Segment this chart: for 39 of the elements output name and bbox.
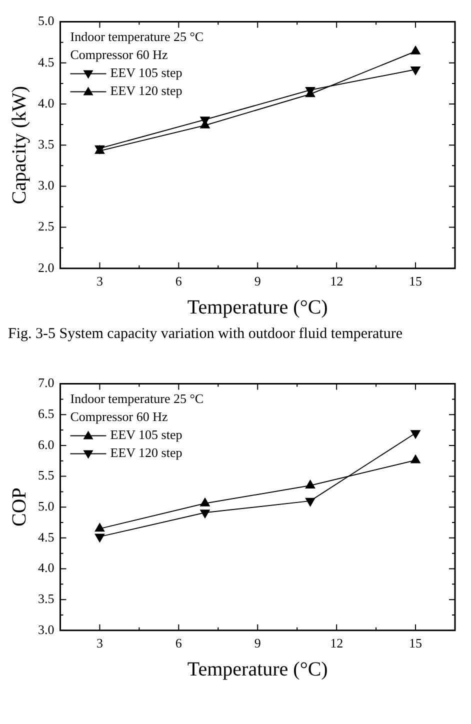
y-tick-label: 4.0: [38, 560, 54, 576]
y-tick-label: 4.5: [38, 54, 54, 70]
annotation: Indoor temperature 25 °C: [70, 391, 204, 406]
legend-label: EEV 105 step: [110, 427, 182, 442]
y-tick-label: 7.0: [38, 375, 54, 390]
x-tick-label: 15: [409, 274, 422, 289]
annotation: Compressor 60 Hz: [70, 47, 168, 62]
y-tick-label: 2.5: [38, 218, 54, 234]
y-axis-title: Capacity (kW): [8, 86, 30, 204]
y-tick-label: 3.5: [38, 590, 54, 606]
y-axis-title: COP: [8, 488, 30, 527]
x-tick-label: 6: [175, 274, 182, 289]
legend-label: EEV 120 step: [110, 445, 182, 460]
x-tick-label: 12: [330, 274, 344, 289]
y-tick-label: 3.0: [38, 178, 54, 193]
x-tick-label: 9: [254, 274, 261, 289]
y-tick-label: 2.0: [38, 260, 54, 275]
x-tick-label: 6: [175, 636, 182, 651]
x-tick-label: 9: [254, 636, 261, 651]
x-tick-label: 3: [96, 274, 103, 289]
x-tick-label: 3: [96, 636, 103, 651]
y-tick-label: 4.5: [38, 529, 54, 544]
x-tick-label: 12: [330, 636, 344, 651]
y-tick-label: 5.5: [38, 468, 54, 483]
y-tick-label: 4.0: [38, 95, 54, 110]
y-tick-label: 5.0: [38, 498, 54, 514]
y-tick-label: 6.0: [38, 436, 54, 452]
x-axis-title: Temperature (°C): [187, 658, 328, 680]
y-tick-label: 6.5: [38, 406, 54, 422]
legend-label: EEV 105 step: [110, 65, 182, 80]
caption: Fig. 3-5 System capacity variation with outdoor fluid temperature: [8, 325, 404, 344]
x-axis-title: Temperature (°C): [187, 296, 328, 318]
annotation: Indoor temperature 25 °C: [70, 29, 204, 44]
y-tick-label: 3.0: [38, 622, 54, 637]
annotation: Compressor 60 Hz: [70, 409, 168, 424]
x-tick-label: 15: [409, 636, 422, 651]
y-tick-label: 5.0: [38, 13, 54, 28]
y-tick-label: 3.5: [38, 136, 54, 152]
legend-label: EEV 120 step: [110, 83, 182, 98]
